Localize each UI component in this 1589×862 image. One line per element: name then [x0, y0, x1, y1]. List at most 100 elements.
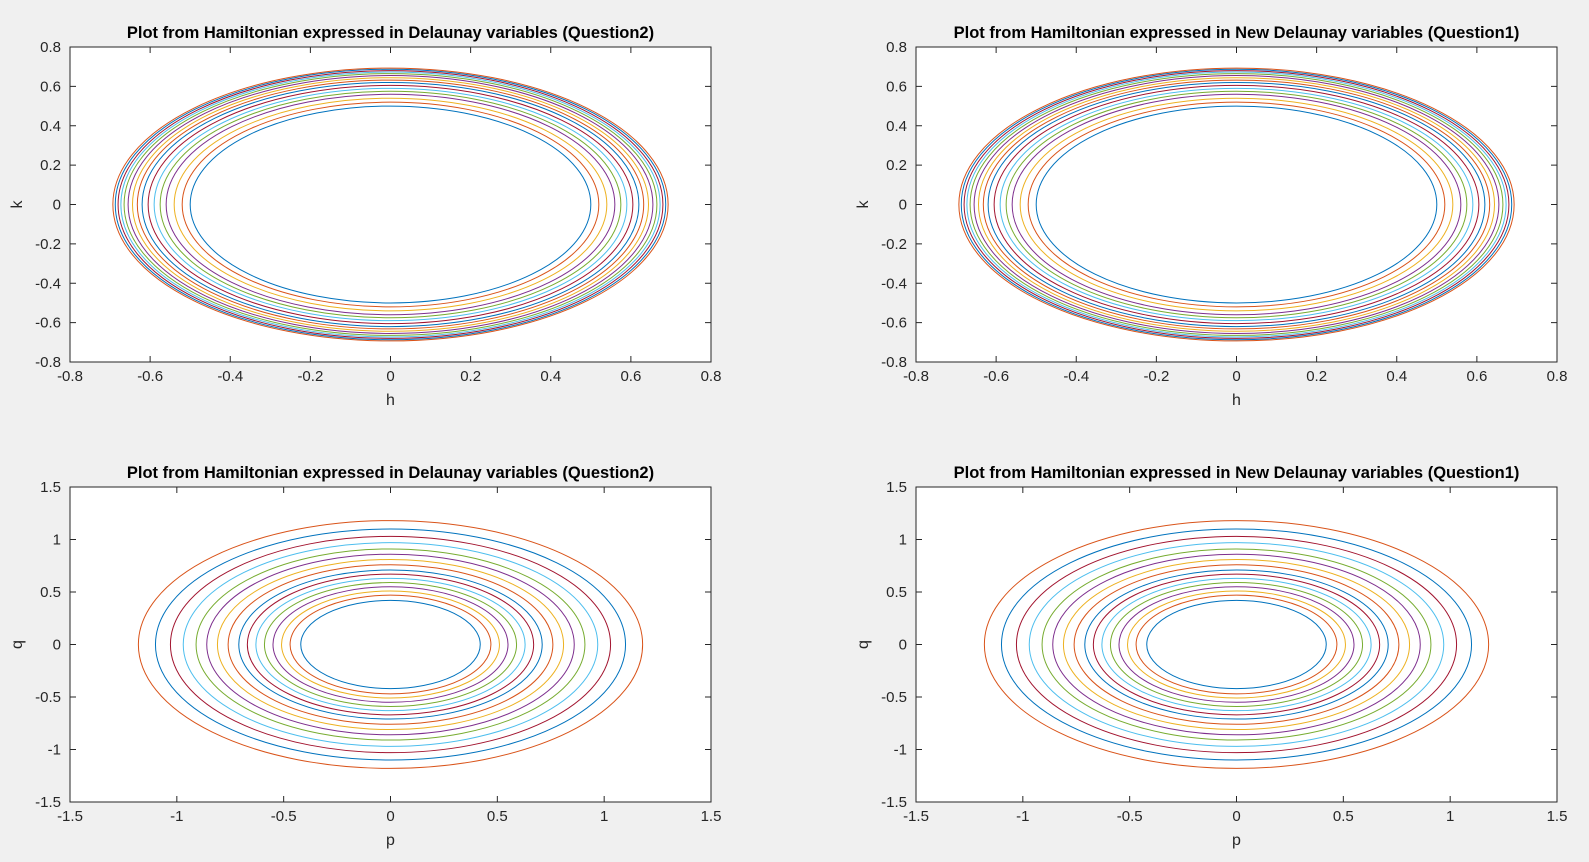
x-tick-label: -0.5 — [271, 808, 297, 825]
level-curve — [987, 81, 1486, 328]
x-tick-label: 0.4 — [1386, 368, 1407, 385]
y-tick-label: 0.8 — [886, 39, 907, 56]
level-curve — [1109, 582, 1364, 707]
level-curve — [131, 77, 650, 332]
x-tick-label: -0.4 — [1063, 368, 1089, 385]
level-curve — [117, 70, 664, 339]
x-tick-label: 0.2 — [1306, 368, 1327, 385]
level-curve — [154, 528, 627, 761]
x-tick-label: 0.6 — [1466, 368, 1487, 385]
x-axis-label: p — [386, 832, 395, 849]
y-tick-label: -0.8 — [881, 354, 907, 371]
y-tick-label: 0.5 — [886, 584, 907, 601]
chart-title: Plot from Hamiltonian expressed in Delau… — [127, 24, 654, 42]
level-curve — [1062, 558, 1411, 731]
level-curve — [966, 71, 1507, 338]
level-curve — [1073, 564, 1400, 725]
y-tick-label: -0.4 — [881, 275, 907, 292]
level-curve — [1011, 93, 1462, 316]
level-curve — [963, 70, 1510, 339]
y-tick-label: 1.5 — [886, 479, 907, 496]
level-curve — [127, 75, 654, 334]
level-curve — [1027, 101, 1446, 308]
x-tick-label: -0.8 — [57, 368, 83, 385]
x-tick-label: -0.2 — [297, 368, 323, 385]
subplot-bottom-left: -1.5 -1 -0.5 0 0.5 1 1.5 -1.5 -1 -0.5 0 0.5 1 1.5 Plot… — [9, 464, 721, 849]
y-tick-label: 0.6 — [40, 78, 61, 95]
level-curve — [300, 599, 481, 690]
level-curve — [195, 548, 586, 741]
x-axis-label: p — [1232, 832, 1241, 849]
level-curve — [227, 564, 554, 725]
level-curve — [281, 590, 500, 699]
level-curve — [958, 67, 1515, 342]
level-curve — [1146, 599, 1327, 690]
level-curve — [255, 577, 526, 712]
y-tick-label: -1 — [894, 742, 907, 759]
x-tick-label: -0.5 — [1117, 808, 1143, 825]
y-axis-label: k — [855, 200, 872, 209]
level-curve — [112, 67, 669, 342]
subplot-top-right: -0.8 -0.6 -0.4 -0.2 0 0.2 0.4 0.6 0.8 -0.8 -0.6 -0.… — [855, 24, 1567, 409]
level-curve — [1015, 535, 1458, 754]
x-tick-label: 0 — [386, 808, 394, 825]
chart-title: Plot from Hamiltonian expressed in New D… — [954, 24, 1520, 42]
level-curve — [153, 87, 628, 322]
level-curve — [165, 93, 616, 316]
y-tick-label: 0.8 — [40, 39, 61, 56]
x-tick-label: 0.4 — [540, 368, 561, 385]
level-curve — [1035, 105, 1438, 304]
level-curve — [1005, 90, 1468, 319]
level-curve — [246, 573, 535, 716]
x-tick-label: -0.6 — [137, 368, 163, 385]
y-tick-label: -0.6 — [35, 315, 61, 332]
y-axis-label: q — [9, 640, 26, 649]
y-tick-label: 0.4 — [40, 118, 61, 135]
level-curve — [1041, 548, 1432, 741]
x-tick-label: 0.5 — [487, 808, 508, 825]
y-tick-label: 0 — [899, 637, 907, 654]
level-curve — [1019, 97, 1454, 312]
level-curve — [1135, 594, 1338, 695]
x-tick-label: -0.4 — [217, 368, 243, 385]
y-tick-label: -0.5 — [881, 689, 907, 706]
level-curve — [960, 68, 1513, 341]
x-tick-label: -1 — [1016, 808, 1029, 825]
level-curve — [169, 535, 612, 754]
x-axis-label: h — [386, 392, 395, 409]
x-tick-label: -1.5 — [57, 808, 83, 825]
y-tick-label: 0.6 — [886, 78, 907, 95]
x-tick-label: 0 — [1232, 808, 1240, 825]
x-tick-label: -0.6 — [983, 368, 1009, 385]
level-curve — [973, 75, 1500, 334]
y-tick-label: 1.5 — [40, 479, 61, 496]
subplot-top-left: -0.8 -0.6 -0.4 -0.2 0 0.2 0.4 0.6 0.8 -0.8 -0.6 -0.… — [9, 24, 721, 409]
y-tick-label: -0.6 — [881, 315, 907, 332]
y-tick-label: -0.8 — [35, 354, 61, 371]
y-tick-label: -0.2 — [35, 236, 61, 253]
level-curve — [1028, 542, 1445, 747]
axes-background — [916, 47, 1557, 362]
y-tick-label: -0.2 — [881, 236, 907, 253]
level-curve — [1084, 569, 1389, 720]
level-curve — [1127, 590, 1346, 699]
y-tick-label: 0 — [899, 197, 907, 214]
y-tick-label: -1.5 — [35, 794, 61, 811]
level-curve — [120, 71, 661, 338]
chart-title: Plot from Hamiltonian expressed in Delau… — [127, 464, 654, 482]
level-curve — [181, 101, 600, 308]
level-curve — [159, 90, 622, 319]
y-axis-label: q — [855, 640, 872, 649]
x-tick-label: 0.6 — [620, 368, 641, 385]
level-curve — [173, 97, 608, 312]
level-curve — [1052, 553, 1421, 736]
level-curve — [289, 594, 492, 695]
level-curve — [189, 105, 592, 304]
level-curve — [147, 84, 634, 325]
level-curve — [969, 73, 1504, 336]
level-curve — [123, 73, 658, 336]
level-curve — [137, 520, 644, 769]
x-tick-label: 1 — [600, 808, 608, 825]
level-curve — [982, 79, 1491, 330]
level-curve — [206, 553, 575, 736]
